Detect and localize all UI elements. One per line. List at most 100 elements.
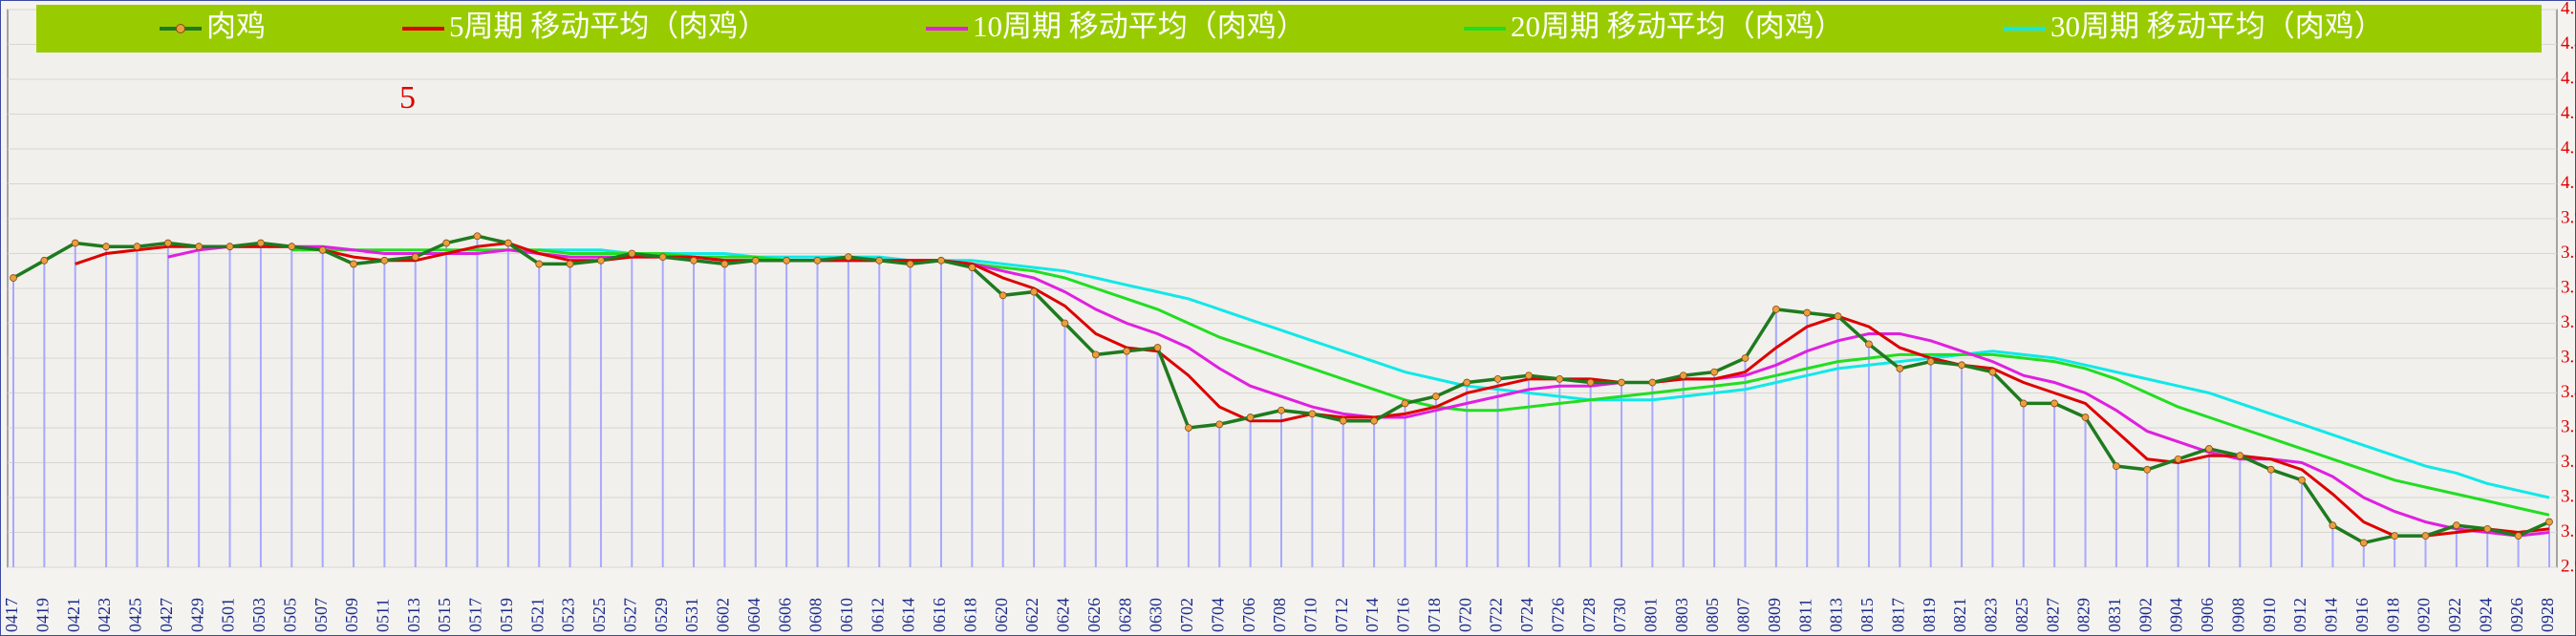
data-point [2298, 476, 2306, 484]
x-tick-label: 0908 [2228, 598, 2247, 632]
data-point [2329, 521, 2337, 530]
x-tick-label: 0505 [280, 598, 299, 632]
x-tick-label: 0702 [1177, 598, 1196, 632]
x-tick-label: 0419 [32, 598, 52, 632]
x-tick-label: 0525 [590, 598, 609, 632]
data-point [1896, 365, 1904, 372]
x-tick-label: 0417 [2, 598, 21, 632]
x-tick-label: 0902 [2136, 598, 2155, 632]
data-point [1339, 416, 1347, 425]
x-tick-label: 0720 [1455, 598, 1474, 632]
data-point [10, 274, 17, 282]
data-point [1061, 319, 1069, 328]
data-point [937, 256, 945, 265]
y-tick-label: 4.20 [2561, 103, 2576, 123]
x-tick-label: 0618 [960, 598, 979, 632]
x-tick-label: 0427 [157, 598, 176, 632]
y-tick-label: 3.90 [2561, 207, 2576, 227]
y-tick-label: 4.30 [2561, 68, 2576, 88]
y-tick-label: 3.00 [2561, 521, 2576, 541]
x-tick-label: 0722 [1487, 598, 1506, 632]
y-tick-label: 3.30 [2561, 416, 2576, 436]
data-point [2050, 399, 2059, 408]
x-tick-label: 0503 [249, 598, 268, 632]
x-tick-label: 0704 [1208, 598, 1227, 632]
x-tick-label: 0423 [95, 598, 114, 632]
x-tick-label: 0910 [2260, 598, 2279, 632]
x-tick-label: 0614 [899, 598, 918, 632]
x-tick-label: 0821 [1950, 598, 1969, 632]
x-tick-label: 0517 [466, 598, 485, 632]
y-tick-label: 4.50 [2561, 0, 2576, 18]
x-tick-label: 0513 [404, 598, 423, 632]
y-tick-label: 3.20 [2561, 452, 2576, 472]
x-tick-label: 0918 [2383, 598, 2402, 632]
data-point [535, 260, 544, 268]
x-tick-label: 0612 [868, 598, 887, 632]
data-point [1741, 354, 1750, 362]
data-point [1215, 420, 1224, 429]
data-point [1185, 424, 1192, 432]
x-tick-label: 0718 [1425, 598, 1444, 632]
x-tick-label: 0807 [1734, 598, 1753, 632]
x-tick-label: 0429 [187, 598, 206, 632]
data-point [1803, 308, 1812, 317]
legend-label: 肉鸡 [206, 10, 266, 43]
series-line [291, 248, 2550, 517]
x-tick-label: 0620 [992, 598, 1011, 632]
data-point [504, 239, 512, 247]
x-tick-label: 0421 [64, 598, 83, 632]
data-point [288, 243, 296, 251]
x-tick-label: 0616 [930, 598, 949, 632]
data-point [998, 291, 1007, 300]
data-point [1153, 344, 1162, 351]
x-tick-label: 0501 [219, 598, 238, 632]
series-line [539, 248, 2550, 499]
x-tick-label: 0531 [682, 598, 701, 632]
x-tick-label: 0710 [1300, 598, 1320, 632]
x-tick-label: 0819 [1920, 598, 1939, 632]
x-tick-label: 0425 [126, 598, 145, 632]
data-point [2421, 532, 2430, 541]
data-point [102, 243, 110, 251]
x-tick-label: 0803 [1672, 598, 1691, 632]
x-tick-label: 0519 [497, 598, 516, 632]
data-point [2081, 413, 2090, 421]
data-point [2112, 462, 2120, 471]
legend-label: 5周期 移动平均（肉鸡） [449, 10, 767, 43]
legend-label: 10周期 移动平均（肉鸡） [973, 10, 1306, 43]
data-point [2359, 539, 2368, 547]
data-point [473, 232, 482, 241]
x-tick-label: 0529 [652, 598, 671, 632]
x-tick-label: 0608 [806, 598, 826, 632]
x-tick-label: 0801 [1642, 598, 1661, 632]
data-point [1988, 368, 1997, 376]
x-tick-label: 0817 [1888, 598, 1907, 632]
data-point [597, 256, 605, 265]
x-tick-label: 0708 [1270, 598, 1289, 632]
x-tick-label: 0811 [1795, 599, 1814, 632]
x-tick-label: 0630 [1147, 598, 1166, 632]
x-tick-label: 0831 [2105, 598, 2124, 632]
x-tick-label: 0622 [1022, 598, 1041, 632]
data-point [411, 253, 419, 262]
data-point [71, 239, 79, 247]
data-point [2266, 465, 2275, 474]
data-point [1679, 371, 1687, 380]
data-point [968, 264, 977, 272]
data-point [566, 260, 574, 268]
data-point [257, 239, 265, 247]
data-point [2019, 399, 2028, 408]
series-line [167, 244, 2550, 538]
data-point [720, 260, 729, 268]
x-tick-label: 0521 [527, 598, 547, 632]
y-tick-label: 2.90 [2561, 556, 2576, 576]
data-point [1648, 378, 1657, 387]
data-point [1030, 287, 1038, 296]
data-point [1771, 305, 1780, 313]
data-point [1431, 392, 1440, 401]
data-point [442, 239, 451, 247]
x-tick-label: 0626 [1084, 598, 1104, 632]
data-point [844, 253, 852, 262]
